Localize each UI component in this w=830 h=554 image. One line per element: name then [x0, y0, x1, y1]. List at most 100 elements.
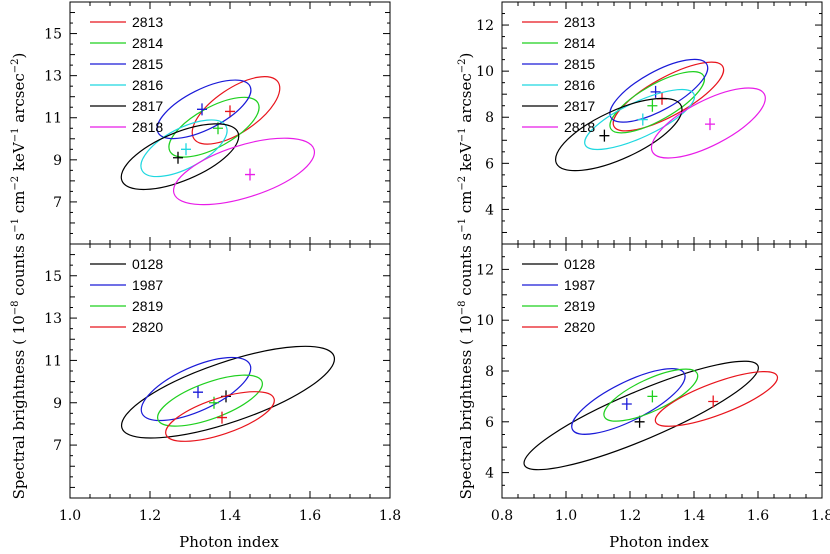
legend-label-2816: 2816	[132, 77, 163, 93]
best-fit-marker-2815	[650, 85, 661, 98]
panel-frame	[69, 1, 391, 245]
legend-label-2815: 2815	[564, 56, 595, 72]
best-fit-marker-2820	[708, 395, 719, 408]
y-tick-label: 10	[476, 313, 494, 329]
best-fit-marker-2819	[209, 396, 219, 409]
best-fit-marker-2813	[225, 105, 235, 118]
confidence-ellipse-1987	[140, 356, 252, 422]
best-fit-marker-2816	[181, 143, 191, 156]
legend-label-0128: 0128	[564, 256, 595, 272]
y-tick-label: 13	[44, 69, 62, 85]
y-tick-label: 15	[44, 27, 62, 43]
y-tick-label: 15	[44, 269, 62, 285]
y-tick-label: 11	[44, 353, 62, 369]
best-fit-marker-2817	[599, 129, 610, 142]
legend-label-2815: 2815	[132, 56, 163, 72]
x-tick-label: 1.4	[683, 508, 705, 524]
plot-area	[120, 345, 336, 442]
y-tick-label: 6	[485, 415, 494, 431]
y-tick-label: 7	[53, 438, 62, 454]
panel-left-bottom: 1.0 1.2 1.4 1.6 1.8 7 9 11 13 15 0128 1987 2819 2820	[44, 243, 401, 524]
best-fit-marker-2820	[217, 411, 227, 424]
x-tick-label: 1.6	[747, 508, 769, 524]
panel-right-bottom: 0.8 1.0 1.2 1.4 1.6 1.8 4 6 8 10 12 0128 1987 2819 282…	[476, 243, 830, 524]
confidence-ellipse-0128	[523, 360, 759, 471]
plot-area	[120, 76, 316, 206]
x-tick-label: 1.0	[555, 508, 577, 524]
x-tick-label: 1.6	[299, 508, 321, 524]
legend-label-1987: 1987	[564, 277, 595, 293]
confidence-ellipse-1987	[571, 368, 686, 435]
legend-label-1987: 1987	[132, 277, 163, 293]
confidence-ellipse-2817	[554, 97, 683, 172]
y-tick-label: 12	[476, 262, 494, 278]
best-fit-marker-2819	[647, 390, 658, 403]
y-axis-label-left: Spectral brightness ( 10−8 counts s−1 cm…	[10, 53, 28, 500]
y-tick-label: 9	[53, 396, 62, 412]
legend-label-0128: 0128	[132, 256, 163, 272]
legend-label-2814: 2814	[564, 35, 595, 51]
y-tick-label: 4	[485, 202, 494, 218]
legend-label-2820: 2820	[564, 319, 595, 335]
y-tick-label: 10	[476, 64, 494, 80]
plot-area	[523, 360, 779, 471]
y-axis-label-right: Spectral brightness ( 10−8 counts s−1 cm…	[457, 53, 475, 500]
legend-label-2819: 2819	[564, 298, 595, 314]
best-fit-marker-2814	[647, 99, 658, 112]
confidence-ellipse-2814	[609, 71, 706, 134]
x-tick-label: 0.8	[491, 508, 513, 524]
panel-frame	[69, 243, 391, 499]
confidence-ellipse-2820	[165, 391, 275, 442]
best-fit-marker-1987	[621, 398, 632, 411]
best-fit-marker-2816	[637, 113, 648, 126]
legend-label-2816: 2816	[564, 77, 595, 93]
legend-label-2817: 2817	[564, 98, 595, 114]
y-tick-label: 7	[53, 195, 62, 211]
confidence-ellipse-2820	[654, 371, 779, 427]
best-fit-marker-2815	[197, 103, 207, 116]
panel-frame	[501, 1, 823, 245]
legend-label-2814: 2814	[132, 35, 163, 51]
panel-left-top: 7 9 11 13 15 2813 2814 2815 2816 2817 2818	[44, 1, 391, 245]
legend-label-2817: 2817	[132, 98, 163, 114]
y-tick-label: 8	[485, 364, 494, 380]
x-tick-label: 1.2	[139, 508, 161, 524]
legend-label-2813: 2813	[132, 14, 163, 30]
confidence-ellipse-2815	[156, 79, 252, 140]
confidence-ellipse-2818	[172, 137, 316, 206]
best-fit-marker-2818	[245, 168, 255, 181]
y-tick-label: 8	[485, 110, 494, 126]
x-tick-label: 1.2	[619, 508, 641, 524]
y-tick-label: 13	[44, 311, 62, 327]
y-tick-label: 12	[476, 18, 494, 34]
legend-label-2813: 2813	[564, 14, 595, 30]
confidence-ellipse-2817	[120, 123, 240, 191]
confidence-ellipse-2813	[191, 76, 281, 145]
confidence-ellipse-2813	[612, 61, 725, 132]
best-fit-marker-2818	[705, 118, 715, 131]
legend-label-2818: 2818	[132, 119, 163, 135]
panel-right-top: 4 6 8 10 12 2813 2814 2815 2816 2817 2818	[476, 1, 823, 245]
x-axis-label-right: Photon index	[609, 533, 709, 551]
x-tick-label: 1.8	[379, 508, 401, 524]
x-axis-label-left: Photon index	[179, 533, 279, 551]
x-tick-label: 1.8	[811, 508, 830, 524]
confidence-ellipse-2819	[603, 368, 699, 422]
x-tick-label: 1.0	[59, 508, 81, 524]
confidence-ellipse-2815	[609, 58, 709, 123]
legend-label-2818: 2818	[564, 119, 595, 135]
legend-label-2820: 2820	[132, 319, 163, 335]
y-tick-label: 4	[485, 466, 494, 482]
plot-area	[554, 58, 766, 172]
y-tick-label: 11	[44, 111, 62, 127]
best-fit-marker-1987	[193, 386, 203, 399]
y-tick-label: 9	[53, 153, 62, 169]
x-tick-label: 1.4	[219, 508, 241, 524]
legend-label-2819: 2819	[132, 298, 163, 314]
panel-frame	[501, 243, 823, 499]
confidence-ellipse-2819	[157, 374, 263, 427]
best-fit-marker-2817	[173, 151, 183, 164]
confidence-ellipse-0128	[120, 345, 336, 439]
